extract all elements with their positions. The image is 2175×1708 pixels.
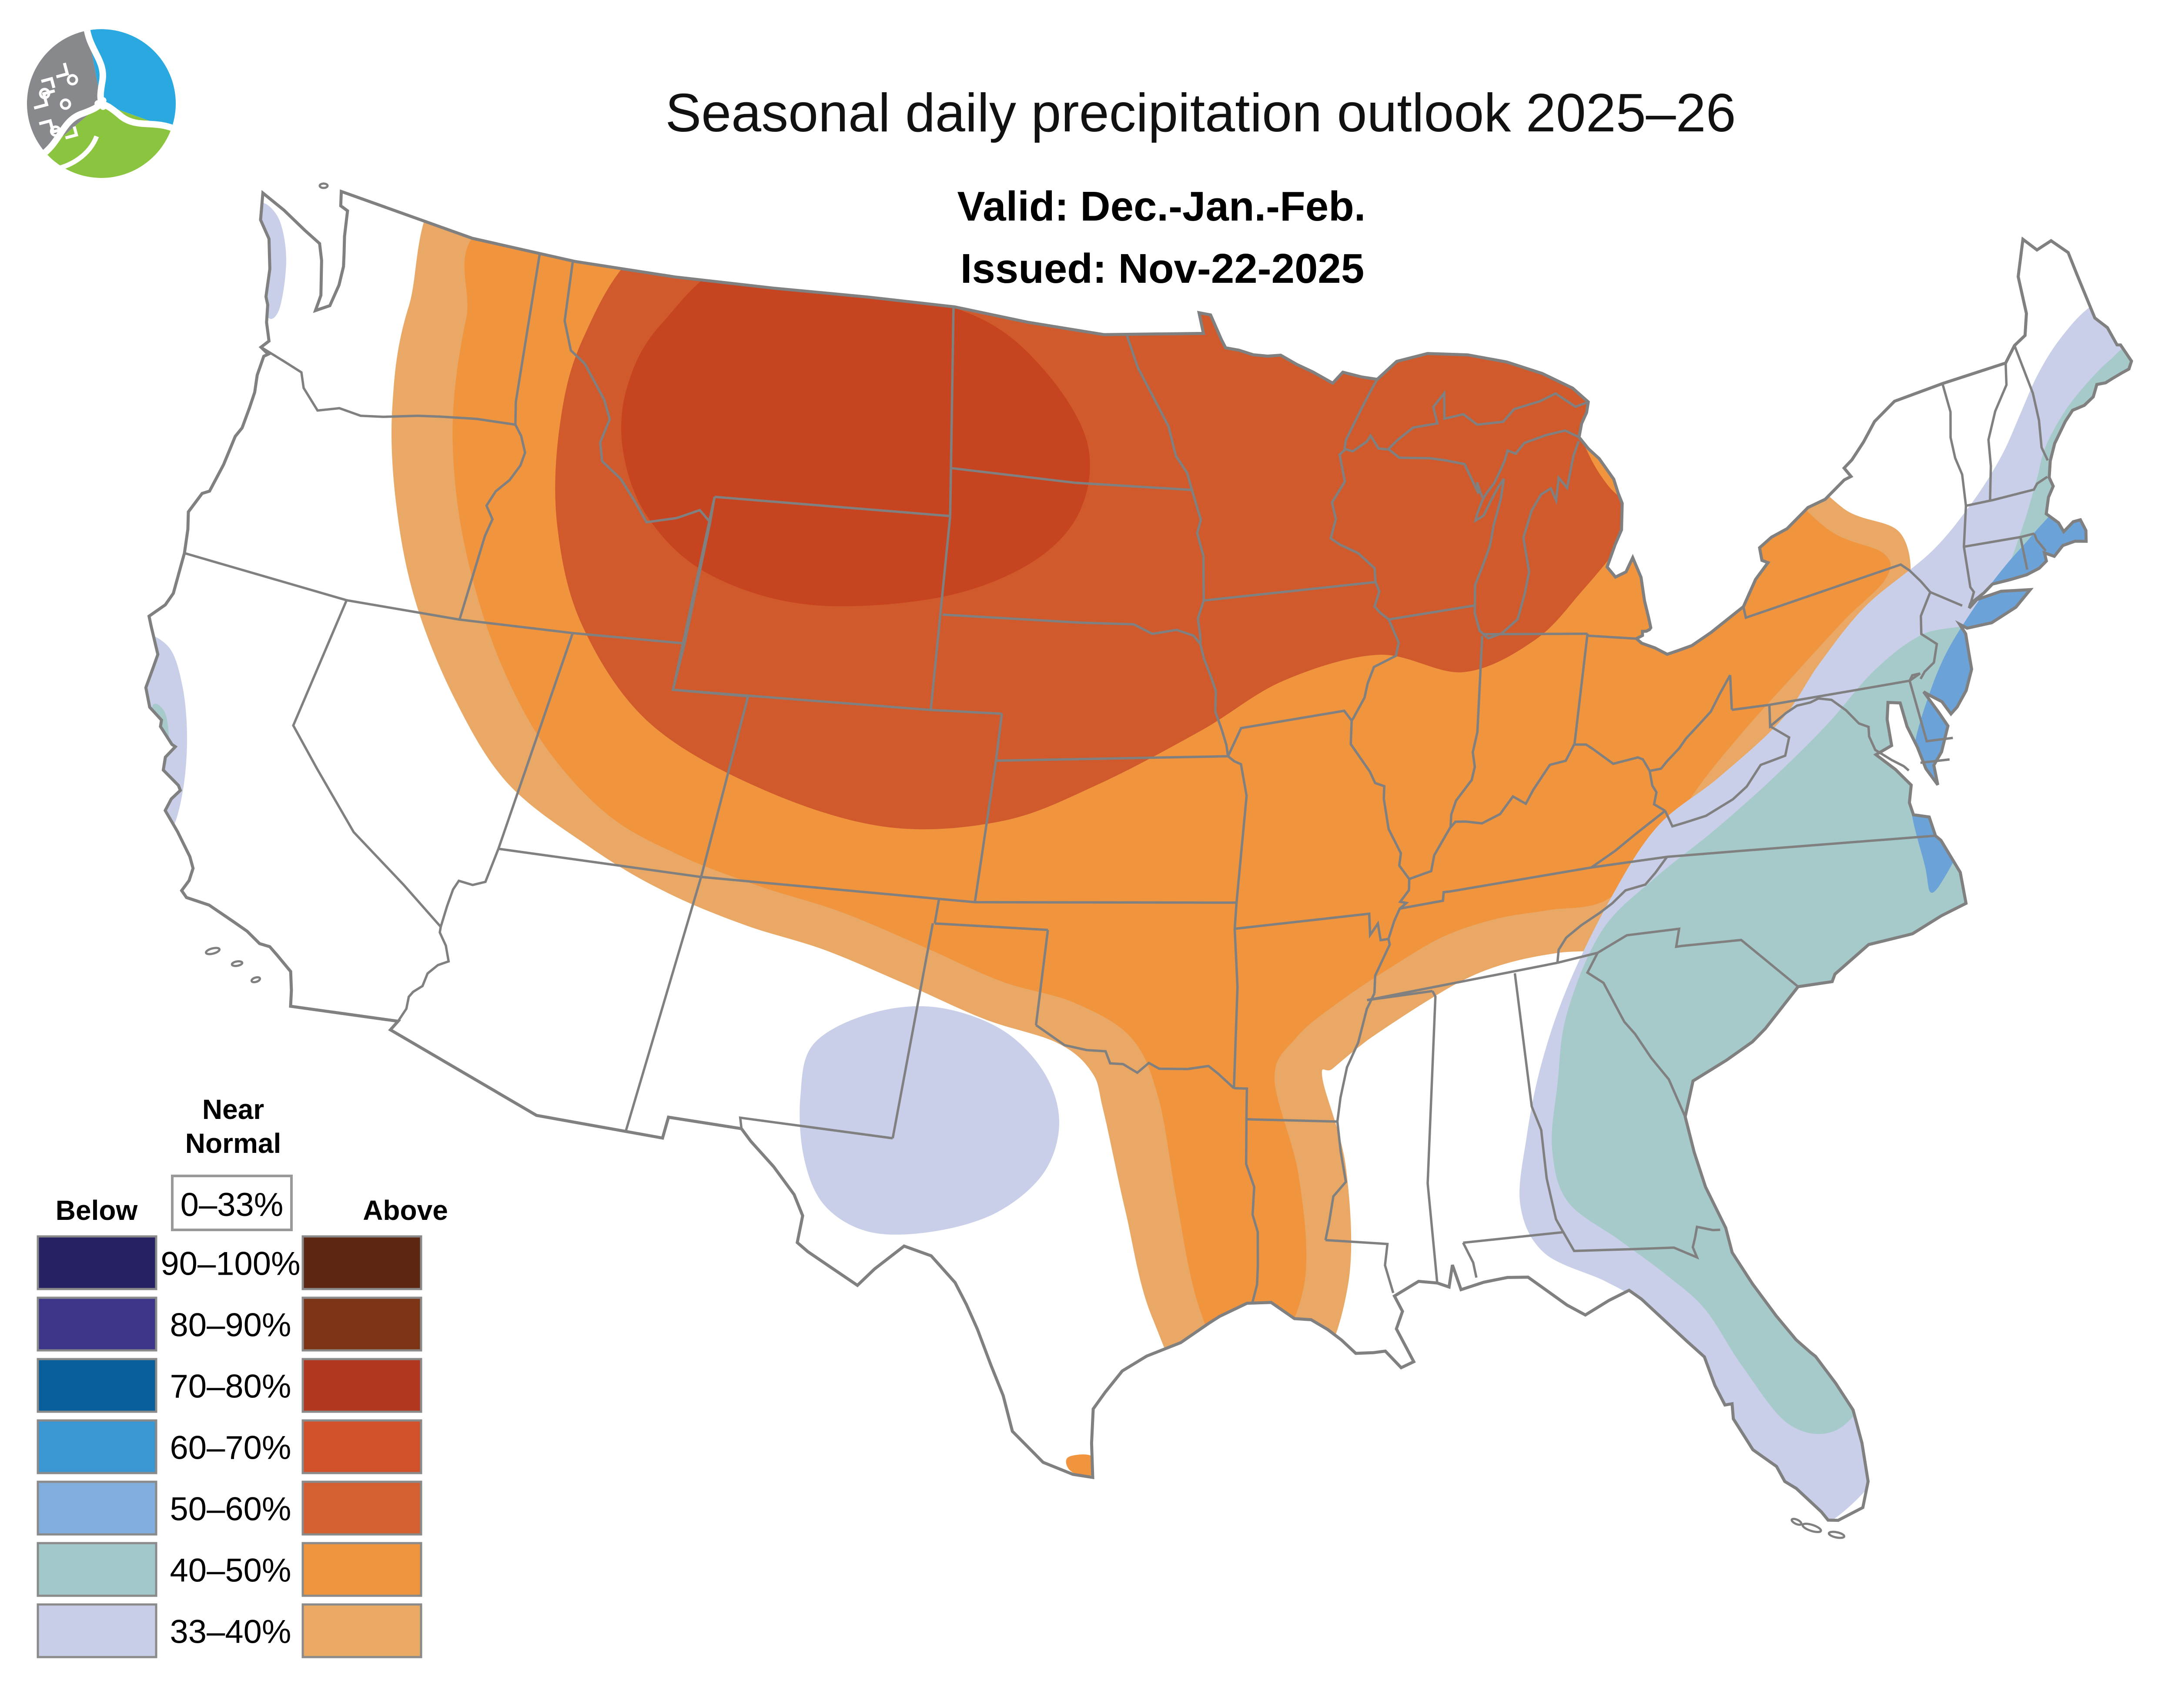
- svg-text:Issued: Nov-22-2025: Issued: Nov-22-2025: [960, 245, 1364, 292]
- svg-text:0–33%: 0–33%: [181, 1186, 284, 1223]
- svg-text:33–40%: 33–40%: [170, 1614, 291, 1651]
- svg-text:Valid: Dec.-Jan.-Feb.: Valid: Dec.-Jan.-Feb.: [957, 183, 1366, 230]
- svg-text:50–60%: 50–60%: [170, 1491, 291, 1528]
- svg-text:Below: Below: [56, 1195, 138, 1226]
- svg-text:60–70%: 60–70%: [170, 1430, 291, 1467]
- svg-text:Normal: Normal: [185, 1128, 281, 1159]
- svg-text:80–90%: 80–90%: [170, 1307, 291, 1344]
- svg-text:Seasonal daily precipitation o: Seasonal daily precipitation outlook 202…: [665, 83, 1736, 143]
- svg-text:70–80%: 70–80%: [170, 1368, 291, 1405]
- svg-text:90–100%: 90–100%: [161, 1246, 300, 1283]
- svg-text:Above: Above: [363, 1195, 448, 1226]
- svg-text:40–50%: 40–50%: [170, 1552, 291, 1589]
- svg-text:Near: Near: [202, 1094, 264, 1125]
